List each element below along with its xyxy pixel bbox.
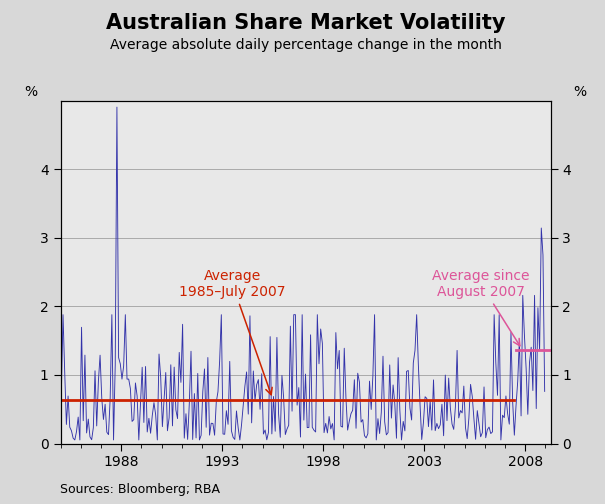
Text: Sources: Bloomberg; RBA: Sources: Bloomberg; RBA (60, 483, 220, 496)
Text: %: % (574, 85, 586, 99)
Text: Australian Share Market Volatility: Australian Share Market Volatility (106, 13, 505, 33)
Text: Average
1985–July 2007: Average 1985–July 2007 (179, 269, 286, 395)
Text: Average absolute daily percentage change in the month: Average absolute daily percentage change… (110, 38, 502, 52)
Text: Average since
August 2007: Average since August 2007 (432, 269, 529, 346)
Text: %: % (25, 85, 38, 99)
